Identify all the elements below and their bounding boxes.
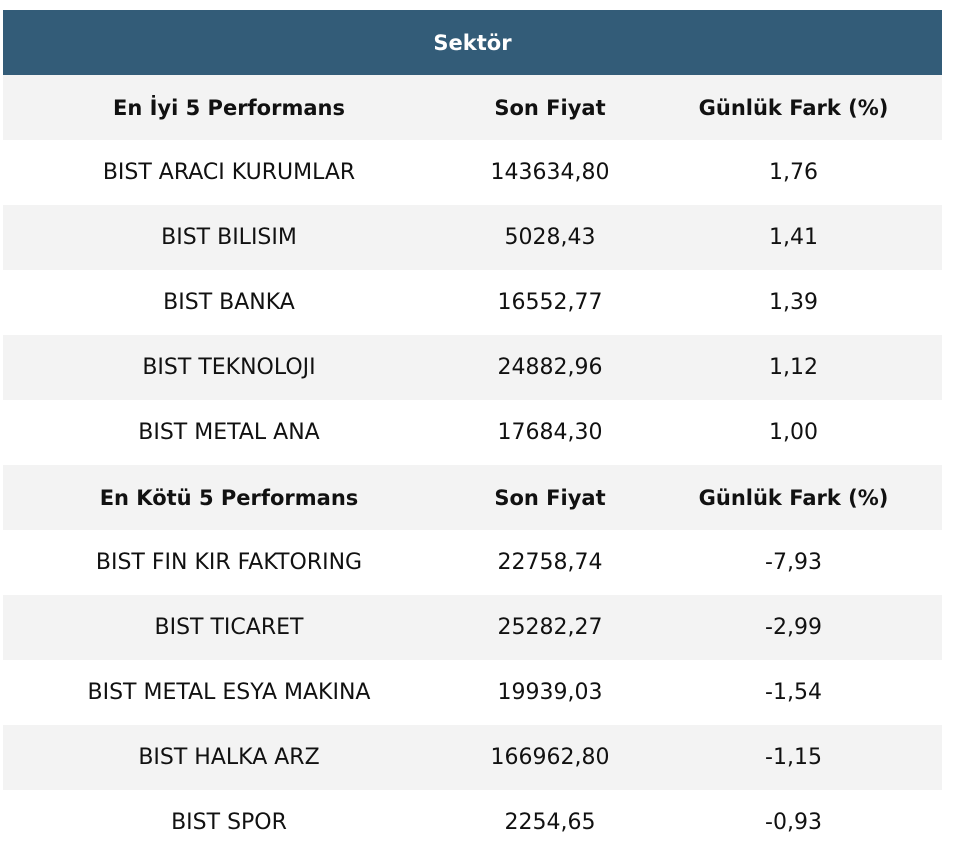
table-cell: BIST BILISIM: [161, 225, 297, 250]
table-row: BIST SPOR 2254,65 -0,93: [3, 790, 942, 855]
sector-table: Sektör En İyi 5 Performans Son Fiyat Günlü…: [3, 10, 942, 855]
table-cell: BIST FIN KIR FAKTORING: [95, 550, 363, 575]
table-cell: 19939,03: [497, 680, 603, 705]
table-row: BIST TICARET 25282,27 -2,99: [3, 595, 942, 660]
table-cell: -2,99: [765, 615, 822, 640]
table-row: BIST TEKNOLOJI 24882,96 1,12: [3, 335, 942, 400]
table-cell: 25282,27: [497, 615, 603, 640]
table-row: BIST BANKA 16552,77 1,39: [3, 270, 942, 335]
table-row: BIST METAL ANA 17684,30 1,00: [3, 400, 942, 465]
table-title: Sektör: [3, 10, 942, 75]
table-cell: 5028,43: [504, 225, 596, 250]
table-cell: 16552,77: [497, 290, 603, 315]
table-cell: -1,54: [765, 680, 822, 705]
table-cell: 22758,74: [497, 550, 603, 575]
table-cell: 2254,65: [504, 810, 596, 835]
header-cell: En Kötü 5 Performans: [99, 485, 359, 510]
table-cell: BIST TICARET: [154, 615, 304, 640]
table-cell: 17684,30: [497, 420, 603, 445]
table-row: BIST ARACI KURUMLAR 143634,80 1,76: [3, 140, 942, 205]
header-row: En Kötü 5 Performans Son Fiyat Günlük Fark…: [3, 465, 942, 530]
table-cell: 1,76: [769, 160, 818, 185]
table-cell: -7,93: [765, 550, 822, 575]
table-cell: BIST HALKA ARZ: [138, 745, 320, 770]
table-cell: 24882,96: [497, 355, 603, 380]
table-cell: BIST ARACI KURUMLAR: [102, 160, 356, 185]
table-cell: BIST SPOR: [171, 810, 287, 835]
header-cell: Günlük Fark (%): [698, 95, 889, 120]
header-cell: Son Fiyat: [494, 485, 606, 510]
table-cell: -1,15: [765, 745, 822, 770]
header-cell: Son Fiyat: [494, 95, 606, 120]
table-cell: 1,00: [769, 420, 818, 445]
table-cell: BIST METAL ESYA MAKINA: [87, 680, 371, 705]
table-row: BIST HALKA ARZ 166962,80 -1,15: [3, 725, 942, 790]
table-cell: 1,39: [769, 290, 818, 315]
table-cell: 1,12: [769, 355, 818, 380]
table-cell: 1,41: [769, 225, 818, 250]
table-cell: BIST METAL ANA: [138, 420, 320, 445]
header-row: En İyi 5 Performans Son Fiyat Günlük Fark …: [3, 75, 942, 140]
table-cell: -0,93: [765, 810, 822, 835]
header-cell: En İyi 5 Performans: [113, 95, 345, 120]
table-cell: BIST BANKA: [163, 290, 295, 315]
table-cell: BIST TEKNOLOJI: [142, 355, 316, 380]
header-cell: Günlük Fark (%): [698, 485, 889, 510]
table-cell: 166962,80: [490, 745, 610, 770]
table-cell: 143634,80: [490, 160, 610, 185]
table-row: BIST BILISIM 5028,43 1,41: [3, 205, 942, 270]
table-row: BIST METAL ESYA MAKINA 19939,03 -1,54: [3, 660, 942, 725]
table-row: BIST FIN KIR FAKTORING 22758,74 -7,93: [3, 530, 942, 595]
